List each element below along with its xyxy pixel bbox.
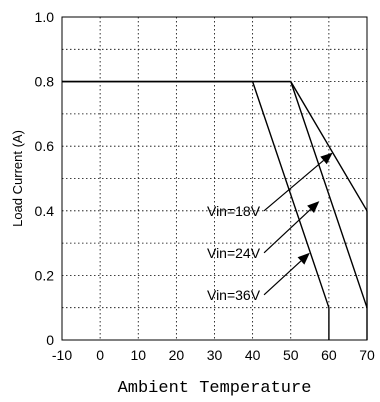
annotation-label-2: Vin=36V: [207, 287, 261, 303]
x-tick-labels: -10 0 10 20 30 40 50 60 70: [52, 347, 375, 363]
x-tick-label-8: 70: [359, 347, 375, 363]
x-tick-label-1: 0: [96, 347, 104, 363]
x-tick-label-5: 40: [245, 347, 261, 363]
plot-frame: [61, 16, 368, 341]
y-tick-labels: 0 0.2 0.4 0.6 0.8 1.0: [35, 9, 55, 348]
x-axis-title: Ambient Temperature: [118, 379, 312, 398]
annotation-label-0: Vin=18V: [207, 203, 261, 219]
annotations: Vin=18V Vin=24V Vin=36V: [207, 152, 333, 303]
x-tick-label-0: -10: [52, 347, 72, 363]
y-tick-label-3: 0.6: [35, 138, 55, 154]
grid: [62, 17, 367, 340]
y-tick-label-5: 1.0: [35, 9, 55, 25]
annotation-arrowhead-2: [297, 252, 310, 265]
y-tick-label-2: 0.4: [35, 203, 55, 219]
annotation-arrow-2: [263, 260, 302, 296]
annotation-arrow-0: [263, 159, 324, 212]
annotation-arrow-1: [263, 208, 311, 254]
y-tick-label-4: 0.8: [35, 74, 55, 90]
annotation-label-1: Vin=24V: [207, 245, 261, 261]
annotation-arrowhead-1: [307, 201, 320, 213]
x-tick-label-2: 10: [130, 347, 146, 363]
x-tick-label-7: 60: [321, 347, 337, 363]
y-axis-title: Load Current (A): [10, 130, 25, 227]
y-tick-label-0: 0: [46, 332, 54, 348]
annotation-arrowhead-0: [320, 152, 333, 165]
x-tick-label-6: 50: [283, 347, 299, 363]
series-line-2: [62, 80, 330, 340]
x-tick-label-3: 20: [169, 347, 185, 363]
x-tick-label-4: 30: [207, 347, 223, 363]
y-tick-label-1: 0.2: [35, 267, 55, 283]
